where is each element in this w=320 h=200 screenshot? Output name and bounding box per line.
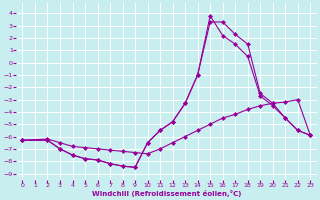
X-axis label: Windchill (Refroidissement éolien,°C): Windchill (Refroidissement éolien,°C)	[92, 190, 241, 197]
